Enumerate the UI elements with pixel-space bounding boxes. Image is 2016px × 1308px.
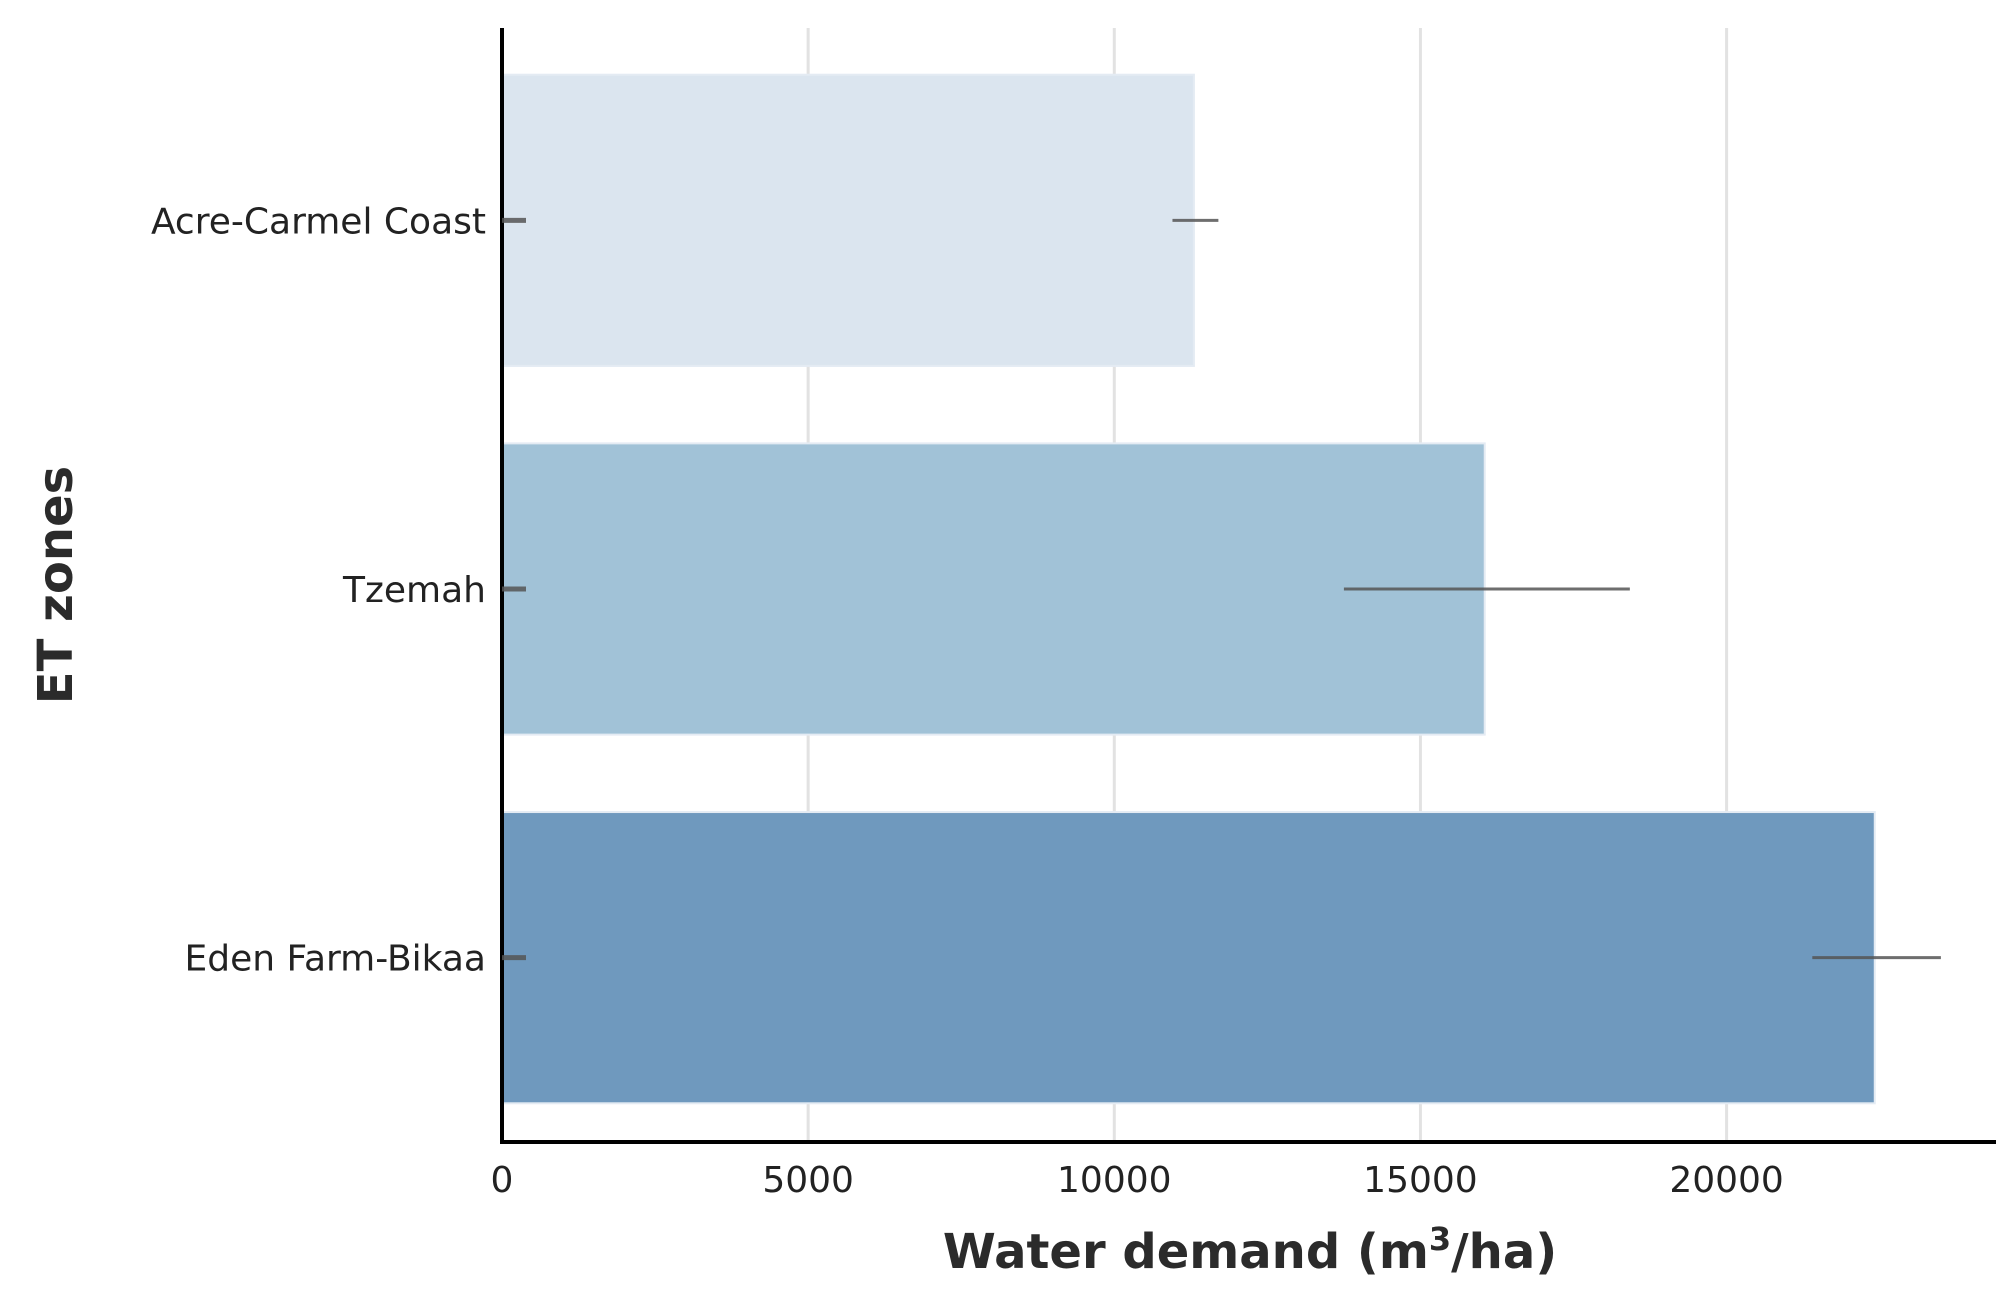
bar-2: [501, 811, 1876, 1105]
x-tick-label: 5000: [762, 1160, 854, 1201]
x-ticks: 0 5000 10000 15000 20000: [491, 1160, 1784, 1201]
bar-1: [501, 442, 1486, 736]
x-tick-label: 10000: [1057, 1160, 1172, 1201]
x-tick-label: 0: [491, 1160, 514, 1201]
y-tick-label: Acre-Carmel Coast: [151, 201, 486, 242]
error-bars: [1172, 218, 1941, 960]
x-tick-label: 15000: [1363, 1160, 1478, 1201]
x-tick-label: 20000: [1669, 1160, 1784, 1201]
x-axis-title: Water demand (m3/ha): [943, 1220, 1557, 1280]
y-ticks: Acre-Carmel Coast Tzemah Eden Farm-Bikaa: [151, 201, 526, 980]
bar-0: [501, 73, 1195, 367]
y-tick-label: Eden Farm-Bikaa: [185, 939, 486, 980]
y-tick-label: Tzemah: [342, 570, 486, 611]
y-axis-title: ET zones: [28, 466, 84, 704]
bars: [501, 73, 1876, 1105]
